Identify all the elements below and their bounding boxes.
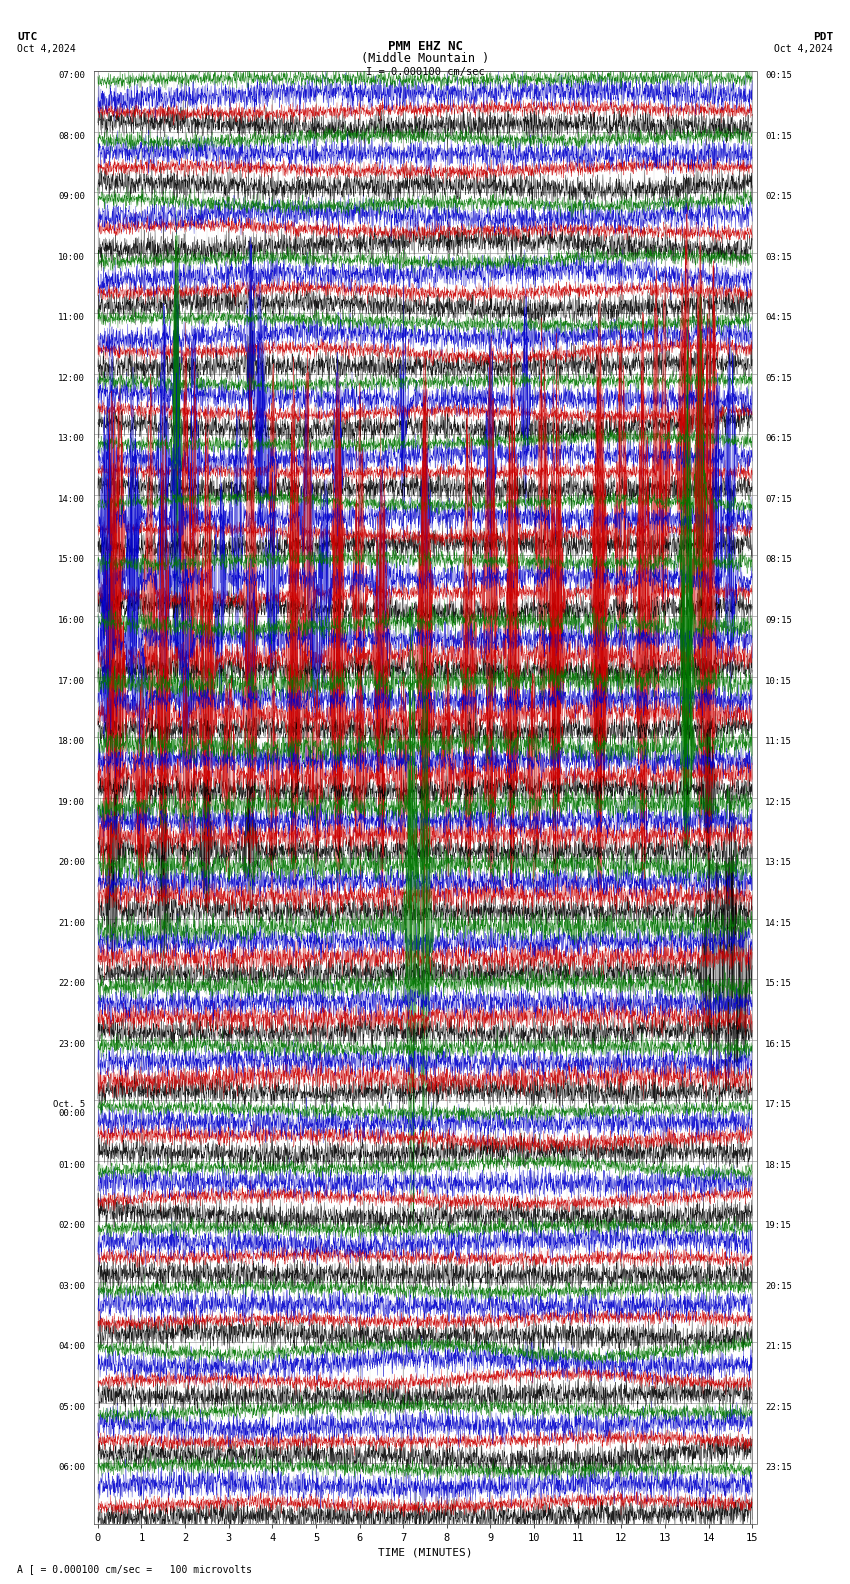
Text: 15:15: 15:15 bbox=[765, 979, 792, 988]
Text: 05:15: 05:15 bbox=[765, 374, 792, 383]
Text: A [ = 0.000100 cm/sec =   100 microvolts: A [ = 0.000100 cm/sec = 100 microvolts bbox=[17, 1565, 252, 1574]
Text: 19:15: 19:15 bbox=[765, 1221, 792, 1231]
Text: 12:15: 12:15 bbox=[765, 797, 792, 806]
Text: 06:15: 06:15 bbox=[765, 434, 792, 444]
Text: PDT: PDT bbox=[813, 32, 833, 41]
Text: 23:15: 23:15 bbox=[765, 1464, 792, 1472]
Text: 02:15: 02:15 bbox=[765, 192, 792, 201]
Text: 11:15: 11:15 bbox=[765, 737, 792, 746]
Text: 21:00: 21:00 bbox=[58, 919, 85, 928]
Text: 09:00: 09:00 bbox=[58, 192, 85, 201]
Text: 06:00: 06:00 bbox=[58, 1464, 85, 1472]
X-axis label: TIME (MINUTES): TIME (MINUTES) bbox=[377, 1548, 473, 1557]
Text: 18:15: 18:15 bbox=[765, 1161, 792, 1169]
Text: 13:15: 13:15 bbox=[765, 859, 792, 866]
Text: 01:15: 01:15 bbox=[765, 131, 792, 141]
Text: 00:00: 00:00 bbox=[58, 1109, 85, 1118]
Text: 08:00: 08:00 bbox=[58, 131, 85, 141]
Text: 12:00: 12:00 bbox=[58, 374, 85, 383]
Text: UTC: UTC bbox=[17, 32, 37, 41]
Text: I = 0.000100 cm/sec: I = 0.000100 cm/sec bbox=[366, 67, 484, 76]
Text: 15:00: 15:00 bbox=[58, 556, 85, 564]
Text: Oct 4,2024: Oct 4,2024 bbox=[17, 44, 76, 54]
Text: 14:00: 14:00 bbox=[58, 494, 85, 504]
Text: 07:00: 07:00 bbox=[58, 71, 85, 81]
Text: 11:00: 11:00 bbox=[58, 314, 85, 323]
Text: 10:15: 10:15 bbox=[765, 676, 792, 686]
Text: 19:00: 19:00 bbox=[58, 797, 85, 806]
Text: 22:15: 22:15 bbox=[765, 1403, 792, 1411]
Text: 07:15: 07:15 bbox=[765, 494, 792, 504]
Text: 01:00: 01:00 bbox=[58, 1161, 85, 1169]
Text: 21:15: 21:15 bbox=[765, 1342, 792, 1351]
Text: 00:15: 00:15 bbox=[765, 71, 792, 81]
Text: 18:00: 18:00 bbox=[58, 737, 85, 746]
Text: 03:15: 03:15 bbox=[765, 253, 792, 261]
Text: 03:00: 03:00 bbox=[58, 1281, 85, 1291]
Text: Oct 4,2024: Oct 4,2024 bbox=[774, 44, 833, 54]
Text: 14:15: 14:15 bbox=[765, 919, 792, 928]
Text: 20:00: 20:00 bbox=[58, 859, 85, 866]
Text: 05:00: 05:00 bbox=[58, 1403, 85, 1411]
Text: 16:15: 16:15 bbox=[765, 1039, 792, 1049]
Text: 10:00: 10:00 bbox=[58, 253, 85, 261]
Text: PMM EHZ NC: PMM EHZ NC bbox=[388, 40, 462, 52]
Text: 02:00: 02:00 bbox=[58, 1221, 85, 1231]
Text: 16:00: 16:00 bbox=[58, 616, 85, 626]
Text: 04:00: 04:00 bbox=[58, 1342, 85, 1351]
Text: 08:15: 08:15 bbox=[765, 556, 792, 564]
Text: 23:00: 23:00 bbox=[58, 1039, 85, 1049]
Text: 20:15: 20:15 bbox=[765, 1281, 792, 1291]
Text: Oct. 5: Oct. 5 bbox=[53, 1101, 85, 1109]
Text: 17:15: 17:15 bbox=[765, 1101, 792, 1109]
Text: 13:00: 13:00 bbox=[58, 434, 85, 444]
Text: (Middle Mountain ): (Middle Mountain ) bbox=[361, 52, 489, 65]
Text: 09:15: 09:15 bbox=[765, 616, 792, 626]
Text: 22:00: 22:00 bbox=[58, 979, 85, 988]
Text: 04:15: 04:15 bbox=[765, 314, 792, 323]
Text: 17:00: 17:00 bbox=[58, 676, 85, 686]
